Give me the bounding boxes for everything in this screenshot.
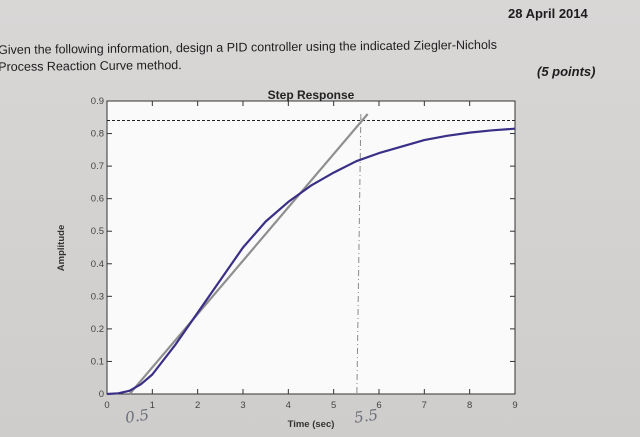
x-tick-label: 6 xyxy=(376,400,381,411)
y-tick-label: 0.6 xyxy=(91,194,104,205)
x-axis-label: Time (sec) xyxy=(288,419,335,430)
x-tick-label: 2 xyxy=(195,400,200,411)
x-tick-label: 0 xyxy=(104,400,109,411)
annotation-layer xyxy=(107,113,515,395)
handwritten-layer: 0.5 5.5 xyxy=(124,406,379,427)
points-label: (5 points) xyxy=(537,64,596,79)
y-tick-label: 0.1 xyxy=(91,356,104,367)
x-tick-label: 8 xyxy=(467,400,472,411)
x-tick-label: 9 xyxy=(512,400,517,411)
y-tick-label: 0.8 xyxy=(91,129,104,140)
y-tick-label: 0.9 xyxy=(91,96,104,107)
y-tick-label: 0.7 xyxy=(91,161,104,172)
y-tick-label: 0 xyxy=(99,389,104,400)
exam-date: 28 April 2014 xyxy=(508,6,588,21)
x-tick-label: 5 xyxy=(331,400,336,411)
series-layer xyxy=(106,127,516,396)
x-tick-label: 3 xyxy=(240,400,245,411)
y-tick-label: 0.4 xyxy=(91,259,104,270)
y-tick-label: 0.3 xyxy=(91,291,104,302)
x-tick-label: 4 xyxy=(286,400,291,411)
handwritten-label: 0.5 xyxy=(124,406,150,427)
y-tick-label: 0.2 xyxy=(91,324,104,335)
chart-title: Step Response xyxy=(268,88,355,102)
tangent-line xyxy=(128,113,369,395)
x-tick-label: 1 xyxy=(150,400,155,411)
y-axis-label: Amplitude xyxy=(56,225,67,271)
axis-ticks: 0 1 2 3 4 5 6 7 8 9 0 0.1 0.2 0.3 0.4 0.5 0.6 0.7 0.8 0.9 xyxy=(91,96,518,411)
y-tick-label: 0.5 xyxy=(91,226,104,237)
step-response-line xyxy=(106,127,516,396)
handwritten-label: 5.5 xyxy=(353,406,379,427)
x-tick-label: 7 xyxy=(422,400,427,411)
